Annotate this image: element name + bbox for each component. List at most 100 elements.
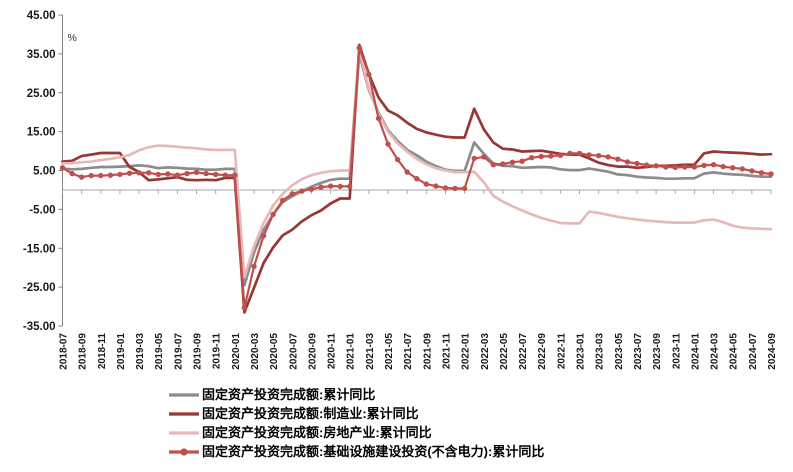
data-point-marker: [270, 211, 276, 218]
data-point-marker: [347, 183, 353, 190]
x-tick-label: 2024-01: [690, 333, 701, 370]
y-tick-label: -25.00: [23, 282, 56, 294]
chart-legend: 固定资产投资完成额:累计同比固定资产投资完成额:制造业:累计同比固定资产投资完成…: [168, 385, 544, 461]
data-point-marker: [327, 183, 334, 189]
data-point-marker: [394, 156, 401, 163]
data-point-marker: [596, 153, 602, 159]
data-point-marker: [528, 155, 535, 161]
data-point-marker: [78, 174, 85, 180]
data-point-marker: [375, 115, 382, 122]
data-point-marker: [404, 169, 410, 175]
data-point-marker: [490, 162, 496, 168]
data-point-marker: [146, 170, 152, 176]
data-point-marker: [136, 170, 142, 176]
data-point-marker: [672, 164, 678, 171]
series-markers-3: [59, 45, 774, 311]
data-point-marker: [682, 164, 688, 170]
x-tick-label: 2018-07: [59, 333, 70, 370]
x-tick-label: 2022-05: [499, 333, 510, 370]
data-point-marker: [758, 170, 765, 176]
data-point-marker: [576, 150, 583, 157]
data-point-marker: [739, 166, 745, 172]
data-point-marker: [203, 170, 209, 177]
legend-item-0: 固定资产投资完成额:累计同比: [168, 385, 544, 404]
y-axis: 45.00 35.00 25.00 15.00 5.00 -5.00 -15.00 -25.0…: [23, 10, 63, 333]
x-tick-label: 2018-09: [78, 333, 89, 370]
data-point-marker: [768, 171, 774, 177]
x-tick-label: 2023-09: [652, 333, 663, 370]
x-tick-label: 2020-11: [327, 333, 338, 370]
x-axis: 2018-07 2018-09 2018-11 2019-01 2019-03 2019-…: [59, 189, 778, 370]
x-tick-label: 2020-01: [231, 333, 242, 370]
data-point-marker: [701, 162, 707, 169]
x-tick-label: 2022-07: [518, 333, 529, 370]
data-point-marker: [414, 176, 420, 182]
data-point-marker: [318, 184, 324, 190]
x-tick-label: 2023-07: [633, 333, 644, 370]
data-point-marker: [174, 172, 181, 178]
x-tick-label: 2021-03: [365, 333, 376, 370]
y-tick-label: 15.00: [27, 127, 56, 139]
x-tick-label: 2023-01: [576, 333, 587, 370]
x-tick-label: 2022-11: [556, 333, 567, 370]
data-point-marker: [691, 164, 698, 170]
legend-label: 固定资产投资完成额:基础设施建设投资(不含电力):累计同比: [202, 444, 545, 459]
data-point-marker: [280, 197, 286, 204]
x-tick-label: 2021-11: [441, 333, 452, 370]
data-point-marker: [557, 152, 564, 158]
x-tick-label: 2023-11: [671, 333, 682, 370]
data-point-marker: [586, 152, 592, 158]
x-tick-label: 2019-05: [154, 333, 165, 370]
legend-label: 固定资产投资完成额:累计同比: [202, 387, 376, 402]
data-point-marker: [308, 186, 315, 192]
data-point-marker: [643, 162, 650, 168]
x-tick-label: 2024-05: [729, 333, 740, 370]
data-point-marker: [509, 159, 516, 165]
x-tick-label: 2019-07: [173, 333, 184, 370]
data-point-marker: [567, 150, 573, 157]
legend-label: 固定资产投资完成额:制造业:累计同比: [202, 406, 419, 421]
x-tick-label: 2021-09: [422, 333, 433, 370]
y-unit-label: %: [68, 32, 77, 44]
legend-swatch-icon: [169, 430, 199, 435]
data-point-marker: [615, 156, 621, 162]
data-point-marker: [519, 158, 525, 164]
data-point-marker: [260, 233, 267, 239]
data-point-marker: [442, 185, 449, 191]
y-tick-label: 45.00: [27, 10, 56, 22]
data-point-marker: [385, 141, 391, 147]
x-tick-label: 2019-01: [116, 333, 127, 370]
data-point-marker: [423, 181, 429, 187]
data-point-marker: [538, 153, 544, 160]
data-point-marker: [548, 153, 554, 159]
y-tick-label: 25.00: [27, 88, 56, 100]
legend-swatch-icon: [169, 411, 199, 416]
x-tick-label: 2018-11: [97, 333, 108, 370]
data-point-marker: [126, 170, 133, 176]
data-point-marker: [663, 164, 669, 170]
y-tick-label: 5.00: [33, 166, 55, 178]
data-point-marker: [749, 168, 755, 174]
line-chart-svg: 45.00 35.00 25.00 15.00 5.00 -5.00 -15.00 -25.0…: [23, 10, 778, 370]
data-point-marker: [155, 171, 161, 178]
legend-swatch-icon: [169, 392, 199, 397]
data-point-marker: [241, 305, 248, 311]
data-point-marker: [69, 170, 75, 177]
y-tick-label: -35.00: [23, 321, 56, 333]
data-point-marker: [299, 188, 305, 194]
data-point-marker: [366, 71, 372, 78]
series-line-0: [61, 52, 773, 287]
data-point-marker: [720, 163, 726, 170]
data-point-marker: [500, 161, 506, 167]
plot-area: 45.00 35.00 25.00 15.00 5.00 -5.00 -15.00 -25.0…: [23, 10, 778, 370]
x-tick-label: 2022-09: [537, 333, 548, 370]
data-point-marker: [165, 171, 171, 177]
data-point-marker: [710, 162, 717, 168]
x-tick-label: 2019-03: [135, 333, 146, 370]
data-point-marker: [481, 154, 487, 160]
legend-item-1: 固定资产投资完成额:制造业:累计同比: [168, 404, 544, 423]
y-tick-label: -5.00: [29, 204, 55, 216]
x-tick-label: 2020-09: [307, 333, 318, 370]
data-point-marker: [452, 185, 458, 192]
